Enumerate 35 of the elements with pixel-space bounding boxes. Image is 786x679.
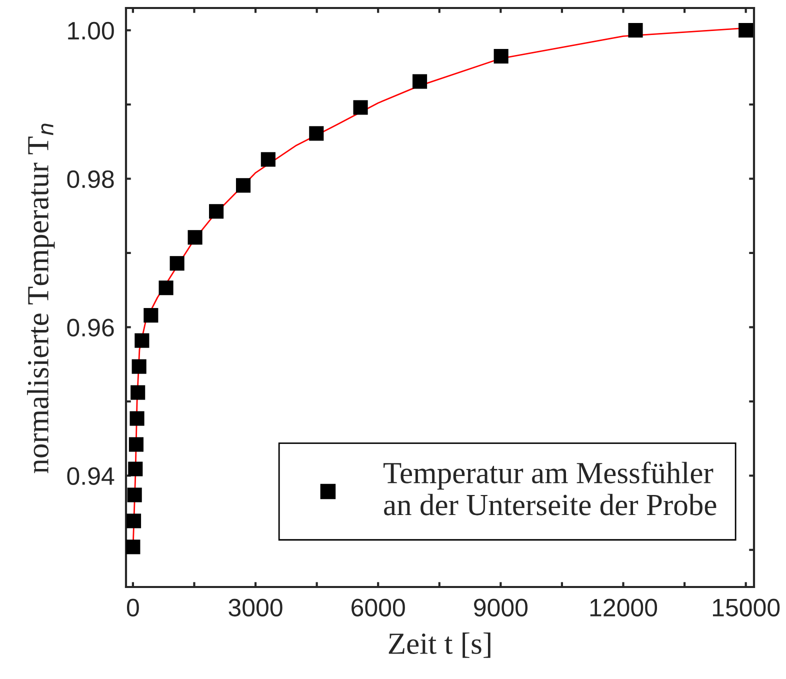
point xyxy=(132,359,146,374)
point xyxy=(144,308,158,323)
point xyxy=(126,540,140,554)
point xyxy=(158,280,174,296)
y-tick-label: 0.94 xyxy=(67,467,114,485)
x-tick-label: 12000 xyxy=(590,598,658,616)
y-axis-title: normalisierte Temperatur T$_{n}$ xyxy=(27,124,55,474)
point xyxy=(128,462,143,476)
legend-label: Temperatur am Messfühler an der Unterseite der Probe xyxy=(384,462,716,516)
point xyxy=(170,256,184,271)
point xyxy=(134,333,150,348)
point xyxy=(188,230,202,245)
y-tick-label: 0.96 xyxy=(67,318,114,336)
x-tick-label: 15000 xyxy=(712,598,780,616)
point xyxy=(309,126,324,141)
x-tick-label: 0 xyxy=(126,598,139,616)
x-tick-label: 6000 xyxy=(352,598,405,616)
point xyxy=(353,100,368,115)
point xyxy=(130,385,146,400)
point xyxy=(628,22,643,38)
point xyxy=(209,204,224,219)
x-axis-title: Zeit t [s] xyxy=(388,632,490,658)
point xyxy=(738,22,754,38)
point xyxy=(236,178,251,193)
point xyxy=(127,488,142,502)
point xyxy=(494,48,508,64)
point xyxy=(130,411,144,426)
x-tick-label: 9000 xyxy=(474,598,528,616)
point xyxy=(126,514,142,528)
x-tick-label: 3000 xyxy=(228,598,282,616)
point xyxy=(128,437,144,452)
y-tick-label: 1.00 xyxy=(68,22,114,40)
point xyxy=(412,74,428,89)
point xyxy=(260,152,276,167)
y-tick-label: 0.98 xyxy=(67,170,114,188)
